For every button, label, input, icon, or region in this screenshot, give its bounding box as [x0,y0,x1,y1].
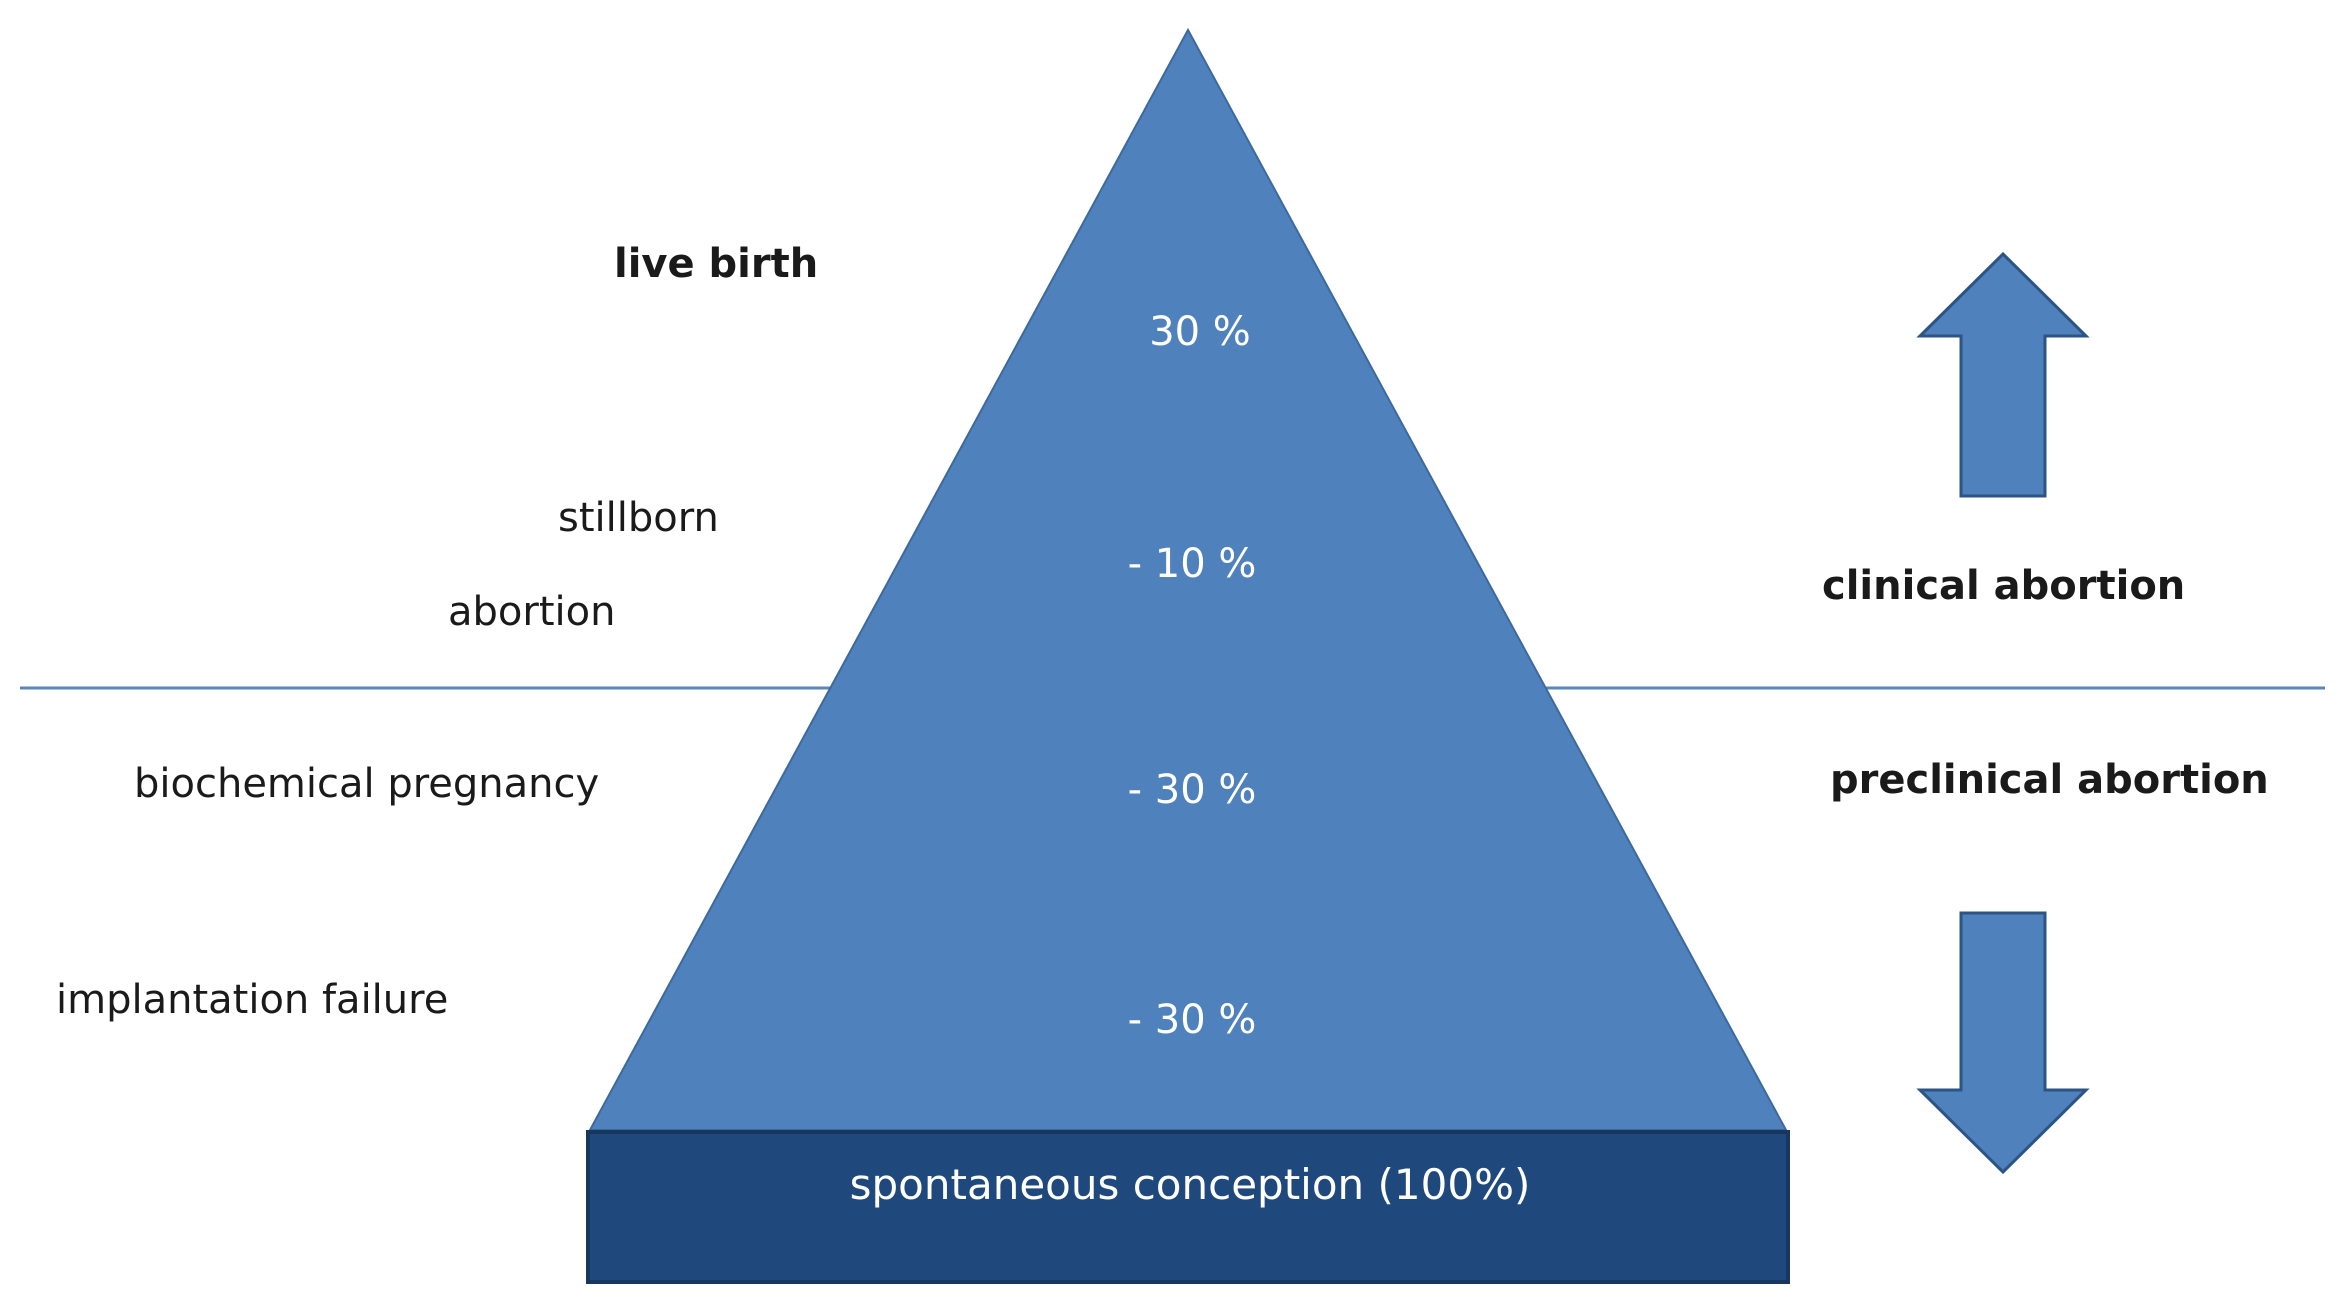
conception-base-block [586,1130,1790,1284]
implantation-failure-percentage: - 30 % [1127,997,1257,1043]
biochemical-pregnancy-percentage: - 30 % [1127,767,1257,813]
spontaneous-conception-label: spontaneous conception (100%) [849,1160,1531,1209]
biochemical-pregnancy-label: biochemical pregnancy [134,761,600,807]
implantation-failure-label: implantation failure [56,977,449,1023]
live-birth-percentage: 30 % [1149,309,1251,355]
abortion-label: abortion [448,589,616,635]
stillborn-label: stillborn [558,495,719,541]
arrow-up-icon [1916,251,2090,498]
arrow-down-icon [1916,911,2090,1175]
stillborn-abortion-percentage: - 10 % [1127,541,1257,587]
live-birth-label: live birth [614,241,819,287]
clinical-abortion-label: clinical abortion [1822,563,2186,609]
preclinical-abortion-label: preclinical abortion [1830,757,2269,803]
